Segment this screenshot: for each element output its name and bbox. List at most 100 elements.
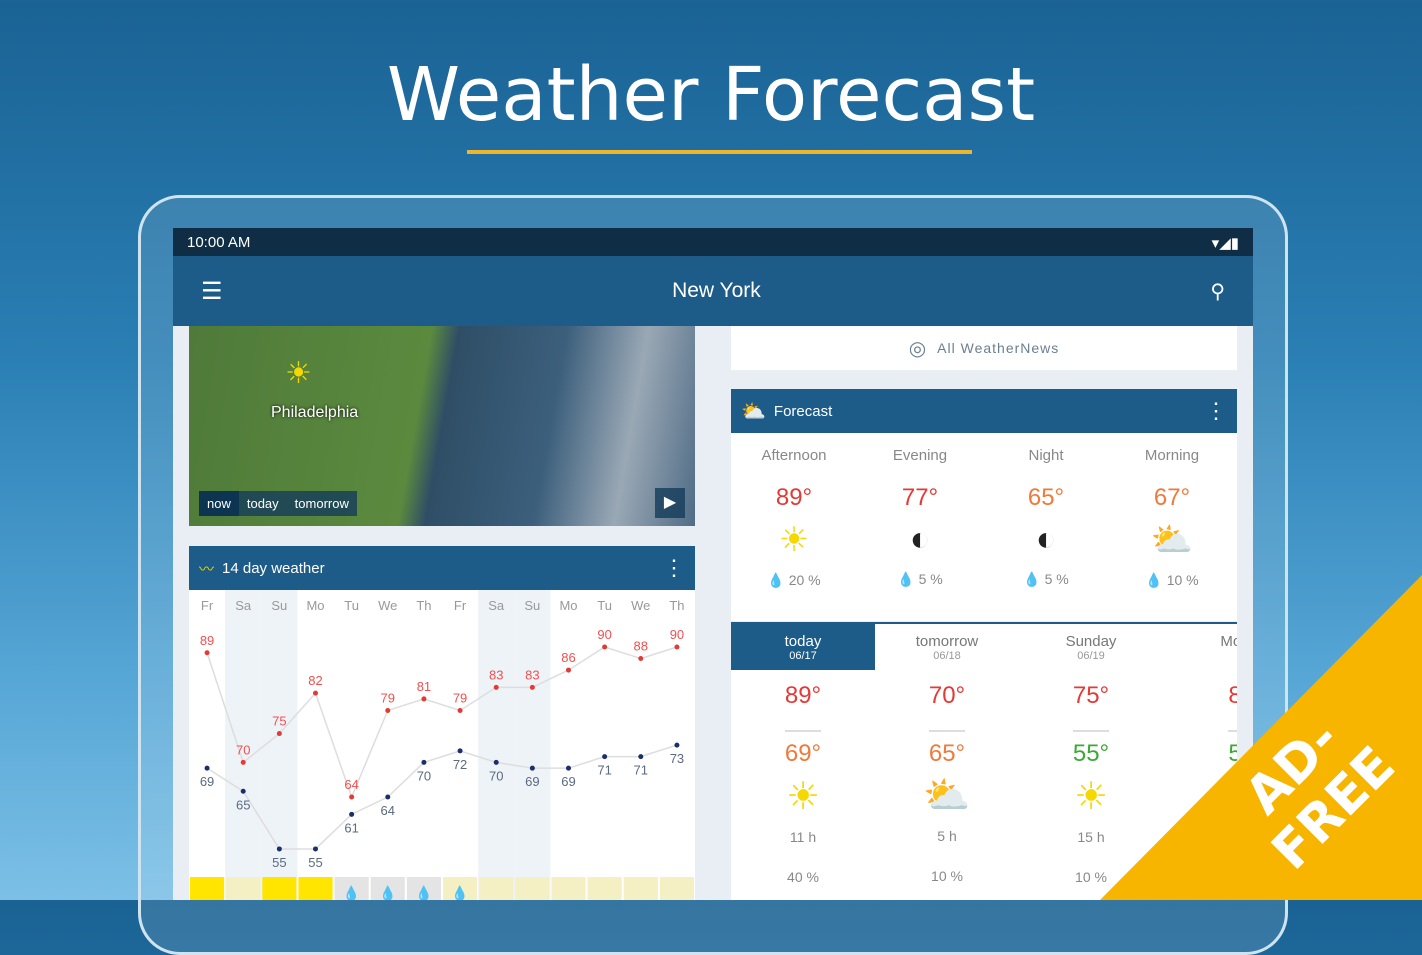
period-rain: 💧 5 %	[983, 571, 1109, 588]
day-low: 65°	[928, 730, 966, 768]
day-low: 5	[1228, 730, 1237, 768]
forecast-period[interactable]: Evening 77° ◐ 💧 5 %	[857, 433, 983, 588]
data-label: 89	[200, 633, 214, 648]
period-rain: 💧 5 %	[857, 571, 983, 588]
day-tick: We	[631, 598, 650, 613]
data-label: 71	[634, 763, 648, 778]
weather-strip-cell	[623, 877, 658, 900]
data-label: 88	[634, 639, 648, 654]
data-point	[276, 731, 282, 737]
data-point	[313, 846, 318, 852]
14-day-title: 14 day weather	[222, 559, 325, 577]
period-rain: 💧 20 %	[731, 572, 857, 589]
chart-icon: 〰	[199, 560, 215, 578]
all-weathernews-button[interactable]: ◎ All WeatherNews	[731, 326, 1237, 370]
weather-strip-cell	[370, 877, 405, 900]
sun-cloud-icon: ⛅	[923, 775, 971, 817]
weather-strip-cell	[262, 877, 297, 900]
play-button[interactable]: ▶	[655, 488, 685, 518]
day-column[interactable]: Mon 8 5 ☀	[1163, 624, 1237, 900]
period-temp: 77°	[901, 484, 939, 511]
period-label: Night	[1028, 447, 1064, 464]
day-column[interactable]: Sunday 06/19 75° 55° ☀ 15 h 10 %	[1019, 624, 1163, 900]
day-high: 70°	[928, 682, 966, 709]
map-tab-now[interactable]: now	[199, 491, 239, 516]
day-date: 06/19	[1077, 650, 1105, 662]
day-column[interactable]: today 06/17 89° 69° ☀ 11 h 40 %	[731, 624, 875, 900]
weekend-shade	[261, 590, 298, 900]
day-tick: Sa	[488, 598, 505, 613]
forecast-period[interactable]: Afternoon 89° ☀ 💧 20 %	[731, 433, 857, 589]
sun-icon: ☀	[1073, 776, 1109, 818]
data-label: 61	[344, 820, 358, 835]
data-label: 64	[344, 777, 358, 792]
day-low: 55°	[1072, 730, 1110, 768]
data-point	[240, 759, 246, 765]
weather-strip-cell	[226, 877, 261, 900]
data-label: 72	[453, 757, 467, 772]
rain-chance: 5 %	[1044, 571, 1069, 587]
day-high: 8	[1163, 682, 1237, 710]
weather-strip-cell	[298, 877, 333, 900]
weather-strip-cell	[587, 877, 622, 900]
search-icon[interactable]: ⚲	[1210, 280, 1225, 303]
data-point	[276, 846, 282, 852]
day-date: 06/17	[789, 650, 817, 662]
data-point	[421, 759, 427, 765]
data-label: 70	[236, 742, 250, 757]
data-point	[638, 754, 644, 760]
data-point	[349, 811, 355, 817]
day-tick: Tu	[597, 598, 612, 613]
chat-icon: ◎	[908, 337, 928, 360]
data-label: 73	[670, 751, 684, 766]
data-point	[457, 707, 463, 713]
headline-underline	[467, 150, 972, 154]
data-label: 83	[489, 667, 503, 682]
forecast-period[interactable]: Morning 67° ⛅ 💧 10 %	[1109, 433, 1235, 589]
more-icon[interactable]: ⋮	[663, 555, 685, 580]
day-column[interactable]: tomorrow 06/18 70° 65° ⛅ 5 h 10 %	[875, 624, 1019, 900]
headline: Weather Forecast	[386, 52, 1036, 138]
menu-icon[interactable]: ☰	[201, 277, 223, 305]
data-label: 82	[308, 673, 322, 688]
sunshine-hours: 5 h	[937, 828, 957, 844]
data-point	[457, 748, 463, 754]
day-tick: Mo	[559, 598, 577, 613]
day-name: Mon	[1220, 633, 1237, 650]
map-tab-tomorrow[interactable]: tomorrow	[294, 496, 349, 511]
data-label: 90	[597, 627, 611, 642]
data-label: 75	[272, 714, 286, 729]
period-temp: 65°	[1027, 484, 1065, 511]
period-temp: 67°	[1153, 484, 1191, 511]
sun-icon: ☀	[778, 521, 810, 559]
rain-chance: 40 %	[787, 869, 819, 885]
radar-map[interactable]: ☀ Philadelphia now today tomorrow ▶	[189, 326, 695, 526]
data-point	[566, 765, 571, 771]
day-tick: Fr	[454, 598, 467, 613]
data-label: 69	[561, 774, 575, 789]
rain-chance: 20 %	[788, 572, 821, 588]
day-name: Sunday	[1065, 633, 1117, 650]
rain-chance: 10 %	[1075, 869, 1107, 885]
data-label: 86	[561, 650, 575, 665]
weather-strip-cell	[443, 877, 478, 900]
period-label: Morning	[1144, 447, 1200, 464]
location-title[interactable]: New York	[672, 279, 761, 302]
more-icon[interactable]: ⋮	[1205, 398, 1227, 423]
day-low: 69°	[784, 730, 822, 768]
weather-strip-cell	[659, 877, 694, 900]
day-tick: Mo	[306, 598, 324, 613]
data-label: 90	[670, 627, 684, 642]
data-point	[493, 759, 499, 765]
14-day-chart[interactable]: Fr Sa Su Mo Tu We Th Fr Sa Su Mo Tu We Th 89 70 75 82 64 79…	[189, 590, 695, 900]
day-tick: We	[378, 598, 397, 613]
data-point	[493, 684, 499, 690]
data-point	[638, 656, 644, 662]
series-line	[206, 646, 678, 800]
weather-strip-cell	[551, 877, 586, 900]
data-point	[349, 794, 355, 800]
map-tab-today[interactable]: today	[246, 496, 279, 511]
forecast-period[interactable]: Night 65° ◐ 💧 5 %	[983, 433, 1109, 588]
data-label: 69	[200, 774, 214, 789]
period-label: Evening	[892, 447, 948, 464]
